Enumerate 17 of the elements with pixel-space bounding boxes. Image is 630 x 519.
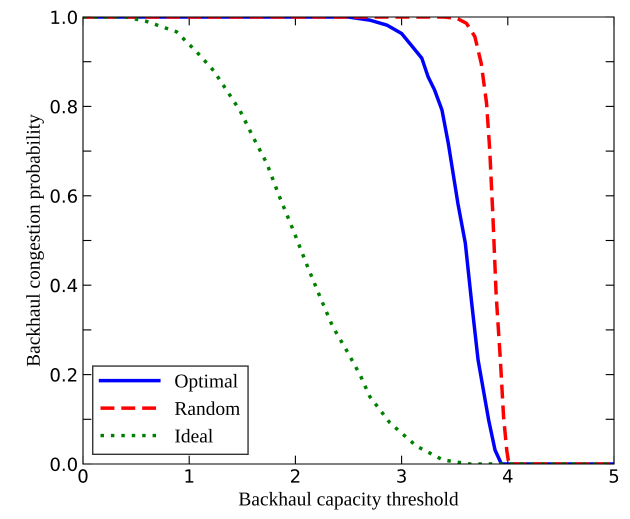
x-tick-label: 4	[502, 469, 513, 483]
y-tick-label: 0.2	[50, 368, 76, 382]
x-tick-label: 2	[290, 469, 300, 483]
y-tick-label: 1.0	[51, 10, 77, 24]
x-tick-label: 5	[610, 469, 618, 483]
x-axis-title: Backhaul capacity threshold	[238, 492, 458, 510]
y-tick-label: 0.0	[50, 457, 77, 472]
y-tick-label: 0.6	[50, 189, 78, 203]
x-tick-label: 1	[185, 469, 194, 483]
legend-label: Ideal	[175, 428, 213, 443]
y-tick-label: 0.8	[50, 100, 77, 114]
legend-label: Random	[174, 401, 240, 416]
x-tick-label: 3	[397, 469, 406, 483]
y-axis-title: Backhaul congestion probability	[26, 114, 44, 366]
x-tick-label: 0	[78, 469, 88, 483]
y-tick-label: 0.4	[50, 278, 78, 292]
legend-label: Optimal	[175, 374, 238, 392]
